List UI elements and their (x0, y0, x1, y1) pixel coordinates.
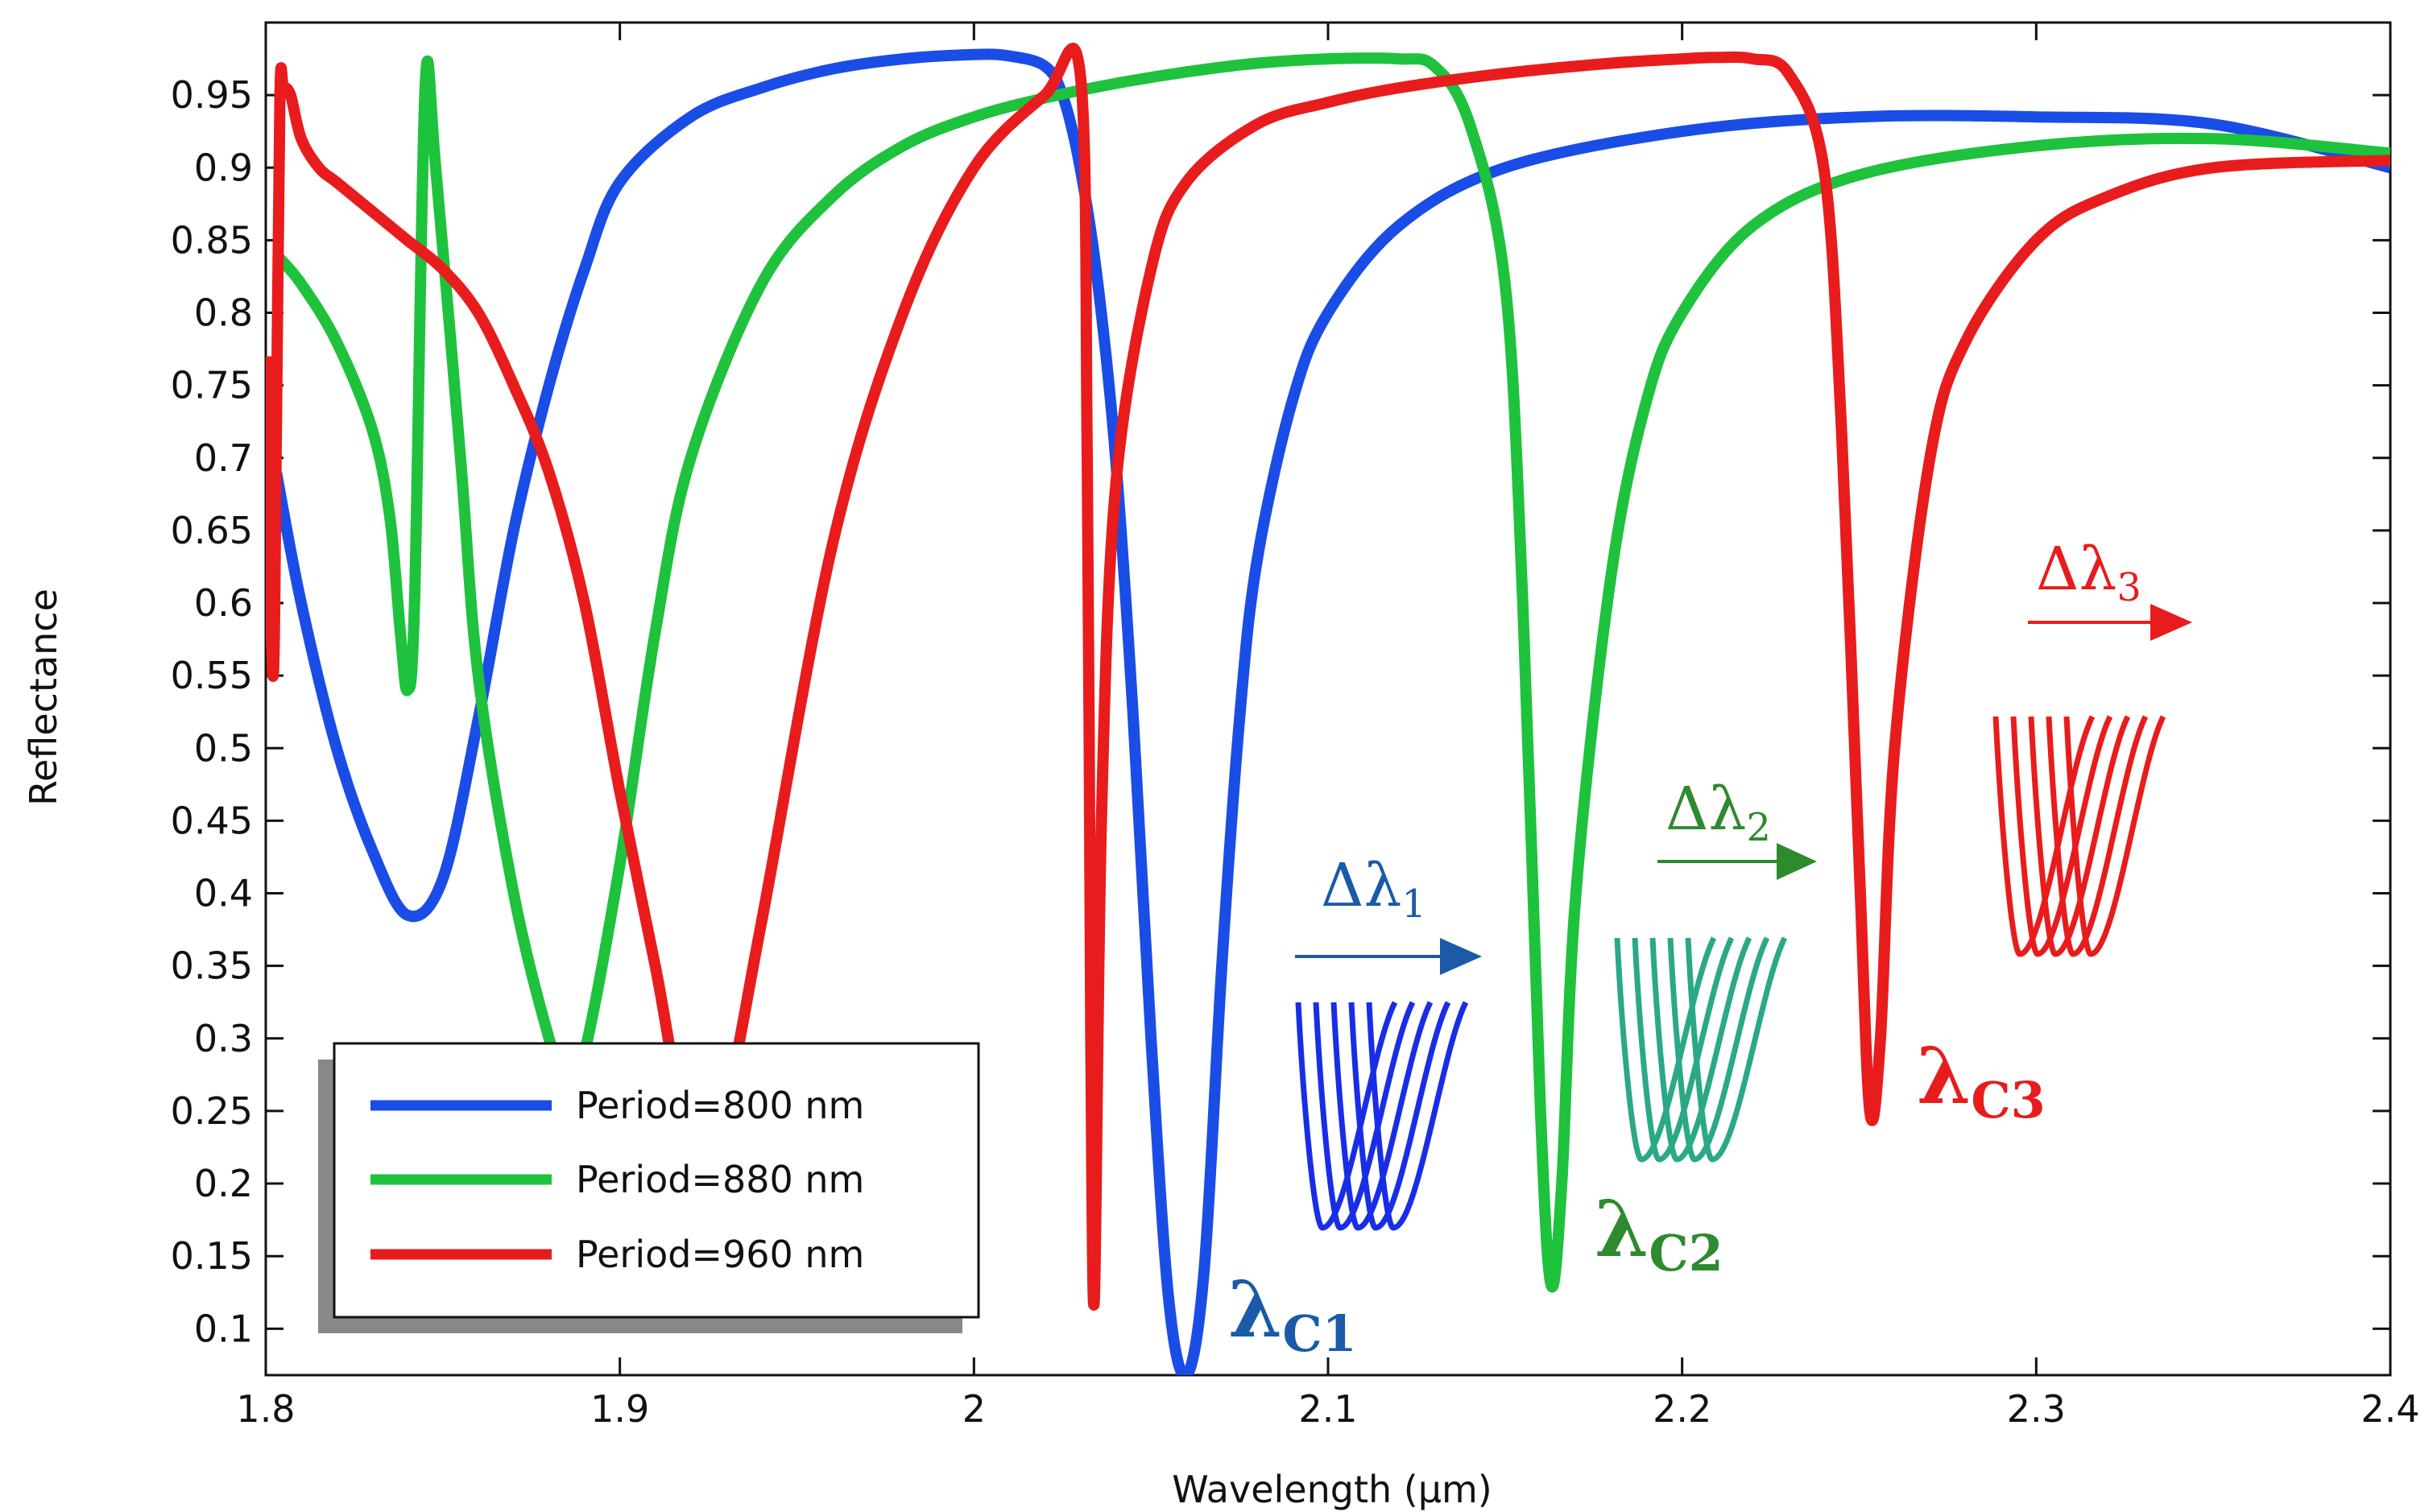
inset-dips-red (2010, 715, 2113, 957)
x-tick-label: 2.1 (1298, 1387, 1357, 1431)
inset-dips-teal (1667, 936, 1770, 1163)
shift-arrow-3 (2028, 604, 2192, 641)
annotation-delta-lambda-3: Δλ3 (2036, 535, 2141, 610)
inset-dips-red (2063, 715, 2166, 957)
x-tick-label: 2.3 (2007, 1387, 2066, 1431)
y-axis-label: Reflectance (22, 589, 65, 806)
inset-dips-red (2028, 715, 2131, 957)
inset-dips-teal (1649, 936, 1752, 1163)
x-tick-label: 1.9 (590, 1387, 649, 1431)
y-tick-label: 0.95 (171, 73, 253, 117)
legend: Period=800 nm Period=880 nm Period=960 n… (318, 1042, 980, 1333)
series-line-800nm (271, 48, 2390, 1375)
y-tick-label: 0.45 (171, 799, 253, 842)
legend-label-960: Period=960 nm (576, 1233, 864, 1276)
y-tick-label: 0.65 (171, 509, 253, 552)
y-tick-label: 0.8 (194, 291, 253, 335)
y-tick-label: 0.25 (171, 1089, 253, 1133)
y-tick-label: 0.5 (194, 726, 253, 770)
inset-dips-blue (1330, 1001, 1434, 1231)
annotation-lambda-c1: λC1 (1228, 1264, 1357, 1363)
series-group (266, 43, 2390, 1375)
tick-labels: 1.8 1.9 2 2.1 2.2 2.3 2.4 0.1 0.15 0.2 0.25 0.3 0.35… (171, 73, 2420, 1431)
shift-arrow-2 (1657, 843, 1817, 880)
x-tick-label: 2.2 (1653, 1387, 1711, 1431)
inset-dips-teal (1632, 936, 1735, 1163)
inset-dips-teal (1685, 936, 1788, 1163)
y-tick-label: 0.85 (171, 218, 253, 262)
inset-dips-red (2046, 715, 2149, 957)
annotation-delta-lambda-1: Δλ1 (1321, 851, 1426, 927)
y-tick-label: 0.35 (171, 944, 253, 988)
inset-curves (1295, 715, 2166, 1231)
y-tick-label: 0.75 (171, 364, 253, 407)
shift-arrow-1 (1295, 938, 1482, 975)
y-tick-label: 0.1 (194, 1307, 253, 1350)
y-tick-label: 0.4 (194, 872, 253, 915)
inset-dips-blue (1348, 1001, 1451, 1231)
series-line-960nm (266, 43, 2390, 1311)
series-line-880nm (271, 52, 2390, 1293)
annotation-lambda-c2: λC2 (1595, 1184, 1723, 1283)
y-tick-label: 0.2 (194, 1162, 253, 1205)
annotation-lambda-c3: λC3 (1917, 1031, 2046, 1130)
y-tick-label: 0.55 (171, 654, 253, 697)
y-tick-label: 0.9 (194, 146, 253, 189)
x-tick-label: 1.8 (236, 1387, 295, 1431)
y-tick-label: 0.3 (194, 1017, 253, 1060)
annotation-delta-lambda-2: Δλ2 (1665, 775, 1771, 850)
y-tick-label: 0.6 (194, 581, 253, 625)
inset-dips-blue (1313, 1001, 1416, 1231)
x-tick-label: 2 (962, 1387, 986, 1431)
y-tick-label: 0.7 (194, 436, 253, 480)
legend-label-880: Period=880 nm (576, 1158, 864, 1201)
legend-label-800: Period=800 nm (576, 1084, 864, 1127)
x-tick-label: 2.4 (2361, 1387, 2419, 1431)
x-axis-label: Wavelength (µm) (1172, 1468, 1492, 1511)
y-tick-label: 0.15 (171, 1234, 253, 1278)
inset-dips-blue (1366, 1001, 1469, 1231)
